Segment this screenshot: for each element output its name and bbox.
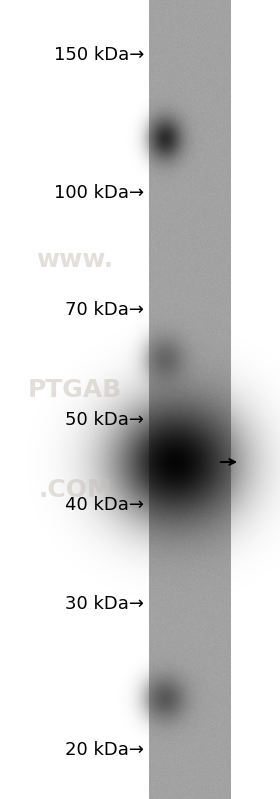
Text: PTGAB: PTGAB bbox=[28, 378, 122, 402]
Text: 50 kDa→: 50 kDa→ bbox=[65, 411, 144, 429]
Text: 30 kDa→: 30 kDa→ bbox=[65, 595, 144, 613]
Text: 70 kDa→: 70 kDa→ bbox=[65, 301, 144, 319]
Text: www.: www. bbox=[36, 248, 114, 272]
Text: 100 kDa→: 100 kDa→ bbox=[54, 184, 144, 202]
Text: 150 kDa→: 150 kDa→ bbox=[54, 46, 144, 64]
Text: .COM: .COM bbox=[38, 478, 112, 502]
Text: 40 kDa→: 40 kDa→ bbox=[65, 496, 144, 514]
Text: 20 kDa→: 20 kDa→ bbox=[65, 741, 144, 759]
